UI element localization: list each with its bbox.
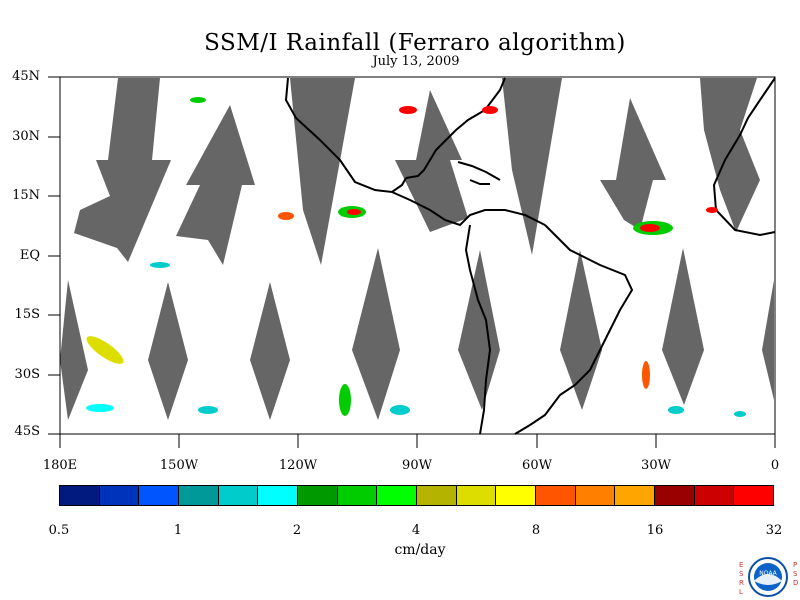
colorbar-segment [734, 486, 774, 505]
lon-label-0: 0 [770, 458, 780, 473]
rainfall-map [48, 76, 776, 448]
lon-label-60w: 60W [522, 458, 552, 473]
lat-label-15n: 15N [12, 188, 40, 203]
rain-patch [706, 207, 718, 213]
rain-patch [642, 361, 650, 389]
swath-gap [502, 78, 562, 255]
rain-patch [339, 384, 351, 416]
rain-patches [86, 97, 746, 417]
swath-gap [762, 280, 774, 400]
colorbar-segment [536, 486, 576, 505]
rain-patch [198, 406, 218, 414]
rain-patch [86, 336, 124, 364]
colorbar-label-4: 4 [411, 523, 421, 538]
colorbar-segment [496, 486, 537, 505]
swath-gap [74, 78, 171, 262]
colorbar-segment [655, 486, 695, 505]
lat-label-15s: 15S [14, 307, 40, 322]
swath-gap [250, 282, 290, 420]
colorbar-segment [298, 486, 338, 505]
colorbar-segment [179, 486, 219, 505]
swath-gap [560, 250, 602, 410]
svg-text:NOAA: NOAA [759, 570, 777, 577]
rain-patch [347, 209, 361, 215]
map-title: SSM/I Rainfall (Ferraro algorithm) [204, 30, 626, 56]
swath-gap [662, 248, 704, 405]
swath-gap [600, 98, 666, 230]
coastline [469, 179, 490, 185]
colorbar-segment [575, 486, 616, 505]
colorbar-units: cm/day [394, 542, 446, 558]
swath-gap [60, 280, 88, 420]
lon-label-150w: 150W [159, 458, 199, 473]
lon-label-30w: 30W [641, 458, 671, 473]
colorbar-segment [377, 486, 418, 505]
colorbar-segment [139, 486, 180, 505]
colorbar-segment [60, 486, 100, 505]
colorbar-segment [218, 486, 259, 505]
swath-gap [395, 90, 468, 232]
rain-patch [190, 97, 206, 103]
colorbar-label-1: 1 [173, 523, 183, 538]
rain-patch [399, 106, 417, 114]
coastline [391, 191, 546, 227]
rain-patch [150, 262, 170, 268]
coastline [464, 224, 492, 435]
rain-patch [668, 406, 684, 414]
swath-gap [290, 78, 355, 265]
colorbar-segment [337, 486, 378, 505]
lon-label-180e: 180E [42, 458, 78, 473]
colorbar-label-32: 32 [765, 523, 783, 538]
rain-patch [86, 404, 114, 412]
colorbar-label-0-5: 0.5 [48, 523, 70, 538]
colorbar-segment [258, 486, 299, 505]
colorbar-label-16: 16 [646, 523, 664, 538]
colorbar-segment [456, 486, 497, 505]
rain-patch [390, 405, 410, 415]
colorbar-segment [99, 486, 140, 505]
coastline [405, 77, 506, 179]
lat-label-eq: EQ [19, 248, 40, 263]
swath-gap [176, 105, 255, 265]
rain-patch [482, 106, 498, 114]
lon-label-120w: 120W [278, 458, 318, 473]
colorbar-segment [615, 486, 656, 505]
colorbar-label-2: 2 [292, 523, 302, 538]
colorbar-label-8: 8 [531, 523, 541, 538]
lon-label-90w: 90W [402, 458, 432, 473]
lat-label-45s: 45S [14, 424, 40, 439]
coastline [284, 77, 407, 194]
lon-tick-marks [59, 434, 776, 448]
swath-gap [458, 250, 500, 410]
swath-gaps [60, 78, 774, 420]
rain-patch [734, 411, 746, 417]
colorbar-segment [417, 486, 457, 505]
swath-gap [352, 248, 400, 420]
lat-label-45n: 45N [12, 69, 40, 84]
coastline [457, 161, 501, 181]
coastlines [284, 77, 776, 435]
rain-patch [278, 212, 294, 220]
lat-label-30s: 30S [14, 367, 40, 382]
swath-gap [148, 282, 188, 420]
lat-tick-marks [48, 76, 60, 435]
rain-patch [640, 224, 660, 232]
map-date: July 13, 2009 [372, 54, 460, 69]
coastline [712, 77, 776, 237]
color-bar [59, 485, 774, 506]
colorbar-segment [694, 486, 735, 505]
lat-label-30n: 30N [12, 129, 40, 144]
swath-gap [700, 78, 760, 232]
coastline [514, 224, 634, 435]
